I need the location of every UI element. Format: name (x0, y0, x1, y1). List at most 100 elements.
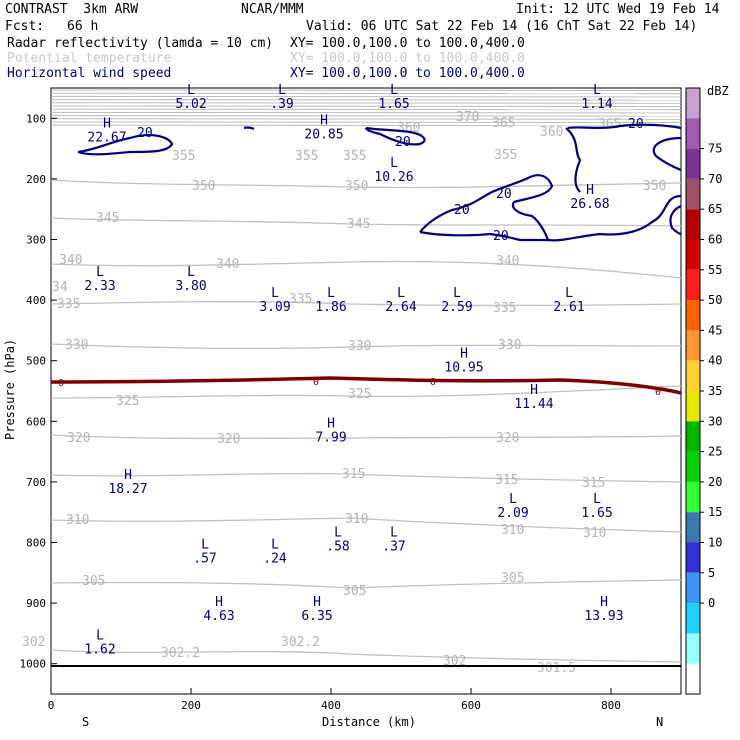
theta-label: 335 (57, 297, 80, 312)
colorbar-label: 60 (708, 233, 722, 247)
theta-upper-line (50, 99, 682, 101)
theta-upper-lines (50, 89, 682, 127)
extremum-value: 11.44 (514, 397, 553, 412)
colorbar-label: 55 (708, 263, 722, 277)
theta-upper-line (50, 95, 682, 98)
extremum-type: H (460, 347, 468, 362)
theta-label: 350 (345, 179, 368, 194)
x-tick-label: 600 (461, 699, 481, 712)
x-tick-label: 0 (48, 699, 55, 712)
colorbar-swatch (686, 178, 700, 210)
wind-contour-20 (565, 127, 582, 193)
theta-upper-line (50, 102, 682, 104)
zero-label: 0 (313, 377, 319, 388)
colorbar-label: 65 (708, 202, 722, 216)
extremum-type: L (390, 525, 398, 540)
y-tick-label: 900 (26, 597, 46, 610)
extremum-type: L (278, 83, 286, 98)
colorbar-label: 5 (708, 566, 715, 580)
x-tick-label: 400 (321, 699, 341, 712)
colorbar-swatch (686, 603, 700, 634)
zero-label: 0 (430, 377, 436, 388)
center-title: NCAR/MMM (241, 2, 304, 17)
extremum-value: 3.80 (175, 279, 206, 294)
theta-label: 365 (598, 117, 621, 132)
theta-label: 315 (342, 467, 365, 482)
theta-label: 355 (295, 149, 318, 164)
theta-upper-line (50, 115, 682, 117)
colorbar-unit: dBZ (707, 84, 729, 98)
theta-345 (50, 217, 682, 227)
theta-350 (50, 179, 682, 189)
y-tick-label: 1000 (20, 658, 47, 671)
extremum-type: H (124, 468, 132, 483)
x-axis: 0 200 400 600 800 (48, 688, 621, 712)
colorbar-swatch (686, 421, 700, 452)
theta-isentropes (50, 179, 682, 663)
extremum-type: L (565, 286, 573, 301)
model-title: CONTRAST 3km ARW (5, 2, 139, 17)
theta-label: 315 (495, 473, 518, 488)
colorbar-swatch (686, 269, 700, 301)
extremum-type: L (453, 286, 461, 301)
y-tick-label: 700 (26, 476, 46, 489)
extremum-type: H (327, 416, 335, 431)
theta-label: 310 (583, 526, 606, 541)
extremum-value: 10.95 (444, 361, 483, 376)
extremum-value: 7.99 (315, 430, 346, 445)
extremum-value: 2.09 (497, 506, 528, 521)
colorbar-label: 25 (708, 445, 722, 459)
theta-310 (50, 517, 682, 533)
wind-contour-label: 20 (493, 229, 509, 244)
theta-upper-line (50, 92, 682, 95)
extremum-value: 2.61 (553, 300, 584, 315)
extremum-type: L (327, 286, 335, 301)
extremum-type: L (187, 265, 195, 280)
extremum-value: 20.85 (304, 127, 343, 142)
wind-extrema: L5.02L.39L1.65L1.14H22.67H20.85L10.26H26… (84, 83, 623, 657)
colorbar-label: 20 (708, 475, 722, 489)
y-tick-label: 600 (26, 415, 46, 428)
extremum-value: 26.68 (570, 197, 609, 212)
theta-label: 301.5 (537, 661, 576, 676)
theta-label: 330 (498, 338, 521, 353)
colorbar-swatch (686, 360, 700, 391)
theta-label: 330 (348, 339, 371, 354)
theta-label: 370 (456, 110, 479, 125)
field-wind-xy: XY= 100.0,100.0 to 100.0,400.0 (290, 66, 525, 81)
extremum-type: L (96, 628, 104, 643)
colorbar-label: 50 (708, 293, 722, 307)
wind-contour-20 (419, 174, 682, 242)
theta-upper-line (50, 121, 682, 123)
wind-contour-labels: 20 20 20 20 20 20 (137, 117, 644, 244)
theta-label: 360 (540, 125, 563, 140)
extremum-value: 1.86 (315, 300, 346, 315)
theta-label: 350 (643, 179, 666, 194)
theta-label: 345 (347, 217, 370, 232)
y-tick-label: 100 (26, 112, 46, 125)
colorbar-label: 70 (708, 172, 722, 186)
south-label: S (82, 715, 89, 729)
extremum-type: L (201, 538, 209, 553)
extremum-type: H (320, 113, 328, 128)
wind-contour-label: 20 (454, 203, 470, 218)
colorbar-swatch (686, 542, 700, 573)
theta-label: 335 (289, 292, 312, 307)
fcst-value: 66 h (67, 19, 99, 34)
wind-contour-20 (77, 134, 174, 156)
extremum-value: .37 (382, 539, 405, 554)
colorbar-label: 30 (708, 414, 722, 428)
colorbar-label: 40 (708, 354, 722, 368)
zero-degree-line (50, 376, 682, 395)
colorbar-label: 15 (708, 505, 722, 519)
theta-label: 365 (492, 116, 515, 131)
theta-label: 310 (66, 513, 89, 528)
theta-335 (50, 301, 682, 307)
extremum-type: H (313, 595, 321, 610)
plot-frame (50, 87, 682, 695)
theta-label: 305 (501, 571, 524, 586)
colorbar-label: 0 (708, 596, 715, 610)
field-wind: Horizontal wind speed (7, 66, 172, 81)
theta-label: 355 (343, 149, 366, 164)
